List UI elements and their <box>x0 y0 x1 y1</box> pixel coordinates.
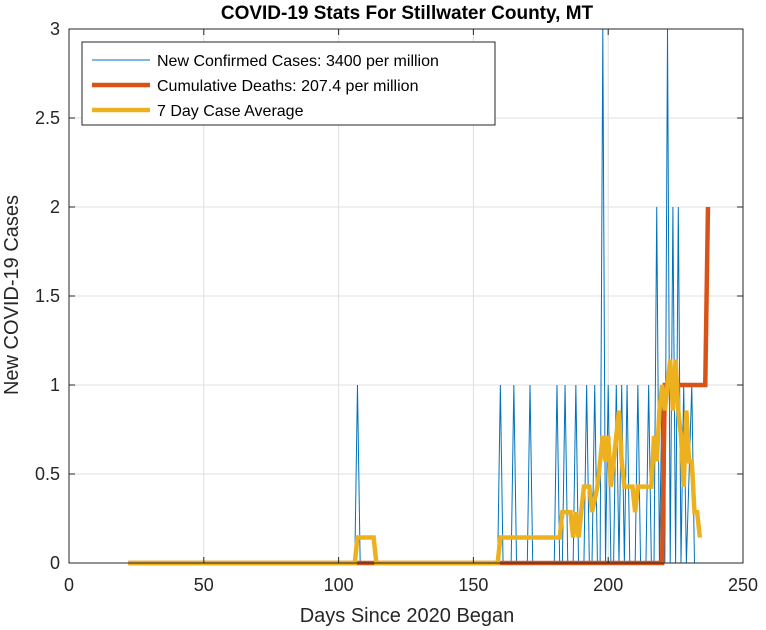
series-line-new-confirmed-cases-3400-per-million <box>128 28 711 564</box>
x-axis-label: Days Since 2020 Began <box>300 605 515 627</box>
x-tick-label-3: 150 <box>458 575 488 595</box>
legend-label-1: Cumulative Deaths: 207.4 per million <box>157 78 418 95</box>
ticks: 0 50 100 150 200 250 0 0.5 1 1.5 2 2.5 3 <box>35 19 758 595</box>
x-tick-label-1: 50 <box>194 575 214 595</box>
legend-box <box>81 41 496 126</box>
legend-label-0: New Confirmed Cases: 3400 per million <box>157 53 439 70</box>
legend: New Confirmed Cases: 3400 per million Cum… <box>81 41 496 126</box>
x-tick-label-2: 100 <box>324 575 354 595</box>
y-tick-label-3: 1.5 <box>35 286 60 306</box>
y-tick-label-5: 2.5 <box>35 108 60 128</box>
y-tick-label-4: 2 <box>50 197 60 217</box>
y-tick-label-1: 0.5 <box>35 464 60 484</box>
y-tick-label-2: 1 <box>50 375 60 395</box>
x-tick-label-0: 0 <box>64 575 74 595</box>
y-axis-label: New COVID-19 Cases <box>1 195 23 395</box>
legend-label-2: 7 Day Case Average <box>157 103 304 120</box>
x-tick-label-5: 250 <box>728 575 758 595</box>
x-tick-label-4: 200 <box>593 575 623 595</box>
chart-title: COVID-19 Stats For Stillwater County, MT <box>221 3 594 24</box>
series-line-7-day-case-average <box>128 359 703 566</box>
y-tick-label-6: 3 <box>50 19 60 39</box>
y-tick-label-0: 0 <box>50 553 60 573</box>
